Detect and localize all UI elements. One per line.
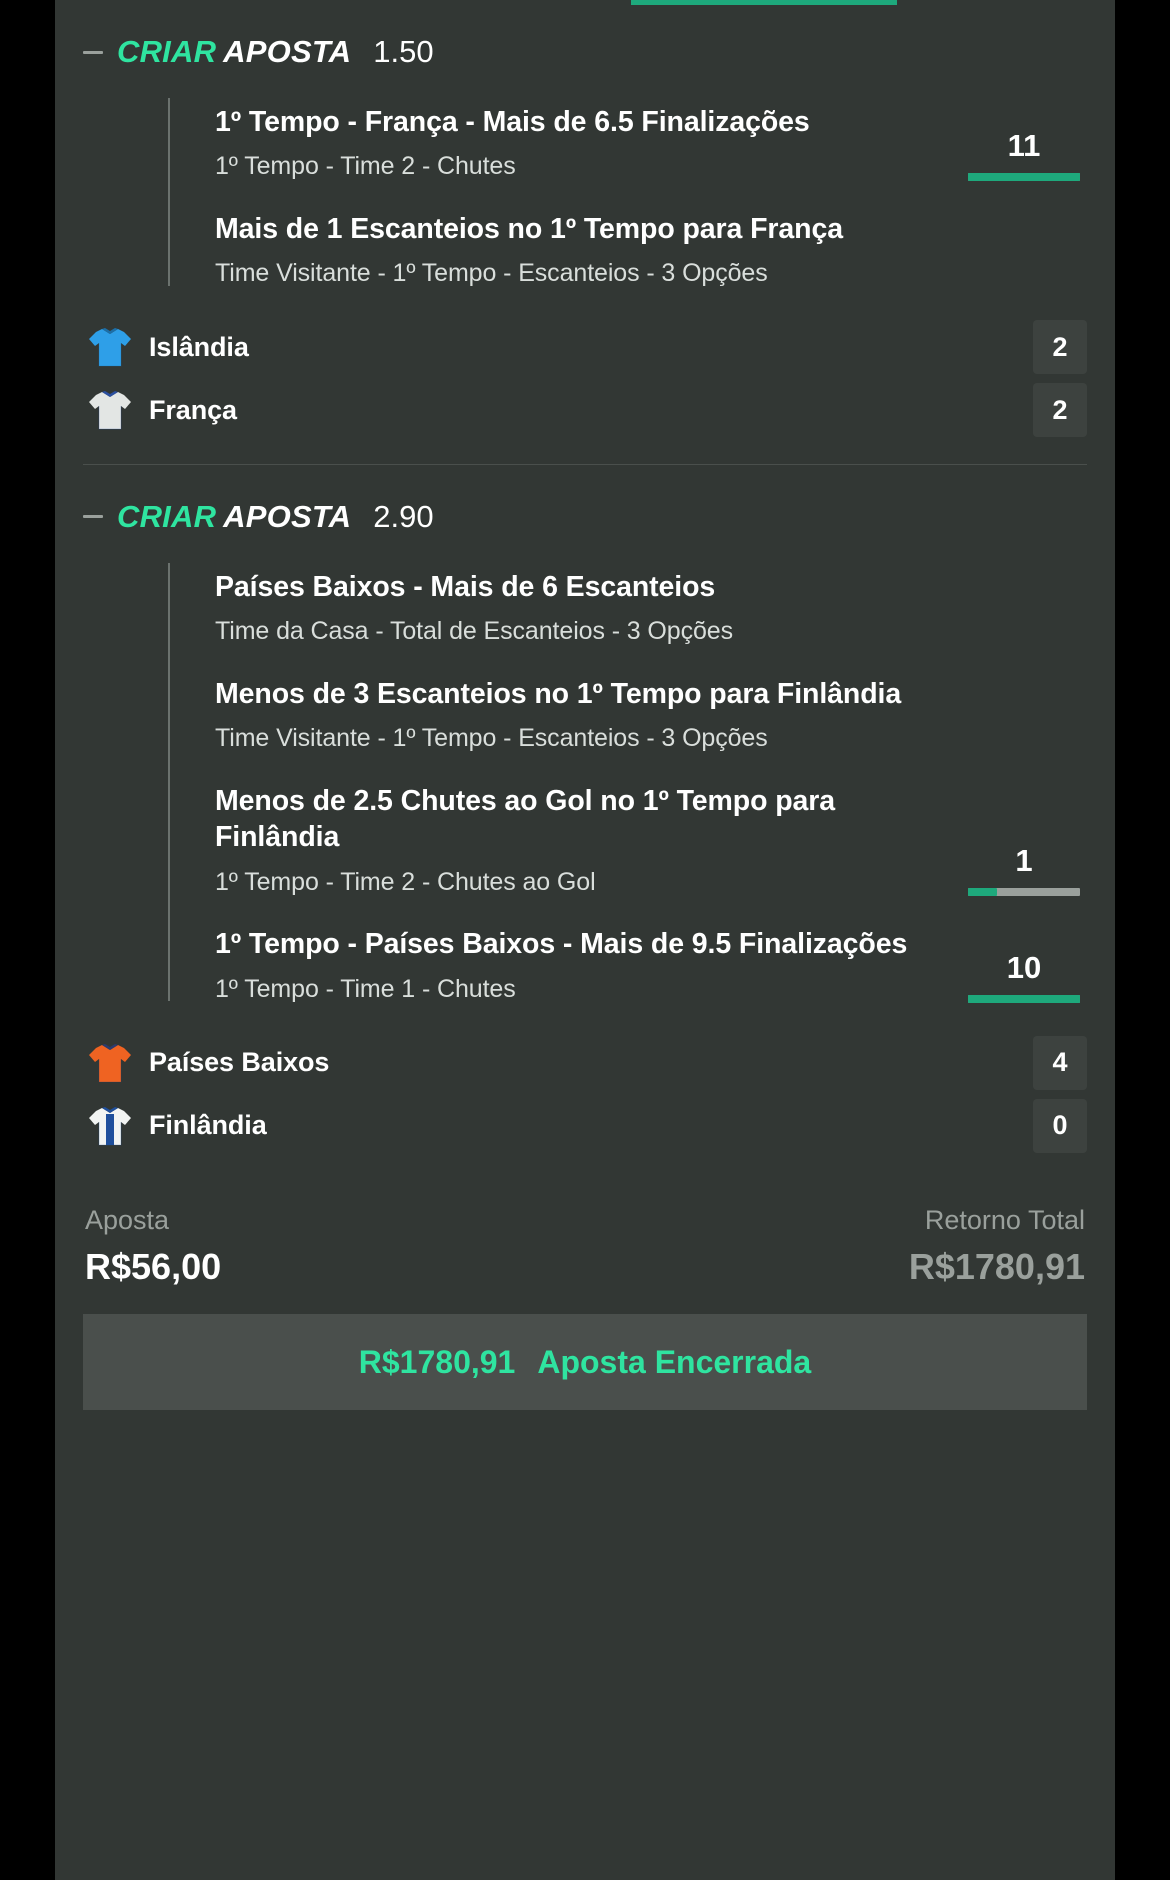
bet-builders-container: CRIAR APOSTA 1.50 1º Tempo - França - Mais … <box>55 0 1115 1179</box>
bet-slip-card: CRIAR APOSTA 1.50 1º Tempo - França - Mais … <box>55 0 1115 1880</box>
teams-list: Islândia 2 França 2 <box>55 310 1115 464</box>
stat-value: 1 <box>1015 843 1033 879</box>
footer-status-label: Aposta Encerrada <box>537 1343 812 1380</box>
jersey-icon <box>89 391 131 430</box>
team-score-badge: 4 <box>1033 1035 1087 1090</box>
stat-progress-fill <box>968 995 1080 1004</box>
bet-builder-header[interactable]: CRIAR APOSTA 2.90 <box>55 465 1115 545</box>
selection-text: Países Baixos - Mais de 6 Escanteios Time… <box>215 569 961 648</box>
builder-title: CRIAR APOSTA <box>117 499 351 535</box>
team-score-badge: 0 <box>1033 1098 1087 1153</box>
selection-market: 1º Tempo - Time 2 - Chutes <box>215 152 516 181</box>
selection-market: Time Visitante - 1º Tempo - Escanteios -… <box>215 259 768 288</box>
return-label: Retorno Total <box>924 1205 1085 1236</box>
bet-builder: CRIAR APOSTA 1.50 1º Tempo - França - Mais … <box>55 0 1115 464</box>
selection-rail <box>168 562 170 1002</box>
builder-title: CRIAR APOSTA <box>117 34 351 70</box>
selection-stat-empty <box>961 753 1087 755</box>
stat-progress-bar <box>968 888 1080 897</box>
team-score-badge: 2 <box>1033 383 1087 438</box>
stake-value: R$56,00 <box>85 1246 222 1288</box>
stat-value: 11 <box>1007 127 1041 163</box>
selection-title: Menos de 2.5 Chutes ao Gol no 1º Tempo p… <box>215 784 836 854</box>
footer-spacer <box>55 1410 1115 1450</box>
team-row: Islândia 2 <box>83 316 1087 379</box>
builder-title-secondary: APOSTA <box>223 498 352 534</box>
builder-odds: 2.90 <box>373 498 434 534</box>
selections-list: Países Baixos - Mais de 6 Escanteios Time… <box>55 545 1115 1025</box>
bet-builder: CRIAR APOSTA 2.90 Países Baixos - Mais de 6… <box>55 465 1115 1179</box>
top-strip-accent <box>631 0 897 5</box>
selection-item[interactable]: Menos de 3 Escanteios no 1º Tempo para F… <box>215 662 1087 769</box>
selection-item[interactable]: Países Baixos - Mais de 6 Escanteios Time… <box>215 555 1087 662</box>
team-score-badge: 2 <box>1033 320 1087 375</box>
team-name: Islândia <box>149 331 249 362</box>
stat-progress-bar <box>968 995 1080 1004</box>
selection-market: Time da Casa - Total de Escanteios - 3 O… <box>215 617 733 646</box>
footer-return-amount: R$1780,91 <box>358 1343 516 1380</box>
stat-progress-fill <box>968 172 1080 181</box>
builder-divider <box>83 463 1087 465</box>
bet-status-bar[interactable]: R$1780,91 Aposta Encerrada <box>83 1314 1087 1411</box>
selection-rail <box>168 98 170 286</box>
minus-icon[interactable] <box>83 50 117 54</box>
selection-text: 1º Tempo - Países Baixos - Mais de 9.5 F… <box>215 926 961 1005</box>
selection-text: 1º Tempo - França - Mais de 6.5 Finaliza… <box>215 104 961 183</box>
return-value: R$1780,91 <box>908 1246 1085 1288</box>
selection-item[interactable]: 1º Tempo - França - Mais de 6.5 Finaliza… <box>215 90 1087 197</box>
selection-text: Mais de 1 Escanteios no 1º Tempo para Fr… <box>215 211 961 290</box>
team-name: França <box>149 394 237 425</box>
stake-block: Aposta R$56,00 <box>85 1205 221 1288</box>
selection-title: Menos de 3 Escanteios no 1º Tempo para F… <box>215 677 902 710</box>
builder-title-primary: CRIAR <box>117 498 217 534</box>
selection-stat-empty <box>961 288 1087 290</box>
selection-stat: 1 <box>961 845 1087 898</box>
selection-title: Mais de 1 Escanteios no 1º Tempo para Fr… <box>215 212 843 245</box>
selection-text: Menos de 3 Escanteios no 1º Tempo para F… <box>215 676 961 755</box>
builder-title-secondary: APOSTA <box>223 34 352 69</box>
team-name: Finlândia <box>149 1110 267 1141</box>
totals-row: Aposta R$56,00 Retorno Total R$1780,91 <box>55 1179 1115 1314</box>
selection-stat-empty <box>961 646 1087 648</box>
stat-progress-fill <box>968 888 998 897</box>
selection-item[interactable]: Menos de 2.5 Chutes ao Gol no 1º Tempo p… <box>215 769 1087 912</box>
jersey-icon <box>89 328 131 367</box>
return-block: Retorno Total R$1780,91 <box>909 1205 1085 1288</box>
team-name: Países Baixos <box>149 1047 330 1078</box>
selection-title: Países Baixos - Mais de 6 Escanteios <box>215 570 716 603</box>
jersey-icon <box>89 1043 131 1083</box>
stat-progress-bar <box>968 172 1080 181</box>
selection-item[interactable]: 1º Tempo - Países Baixos - Mais de 9.5 F… <box>215 912 1087 1019</box>
builder-title-primary: CRIAR <box>117 34 217 69</box>
top-strip <box>55 0 1115 14</box>
teams-list: Países Baixos 4 Finlândia 0 <box>55 1025 1115 1179</box>
builder-odds: 1.50 <box>373 34 434 69</box>
selection-text: Menos de 2.5 Chutes ao Gol no 1º Tempo p… <box>215 783 961 898</box>
selection-market: 1º Tempo - Time 1 - Chutes <box>215 974 516 1003</box>
jersey-icon <box>89 1106 131 1146</box>
selection-stat: 11 <box>961 130 1087 183</box>
selection-market: Time Visitante - 1º Tempo - Escanteios -… <box>215 724 768 753</box>
selection-market: 1º Tempo - Time 2 - Chutes ao Gol <box>215 867 596 896</box>
stake-label: Aposta <box>85 1205 170 1236</box>
selection-item[interactable]: Mais de 1 Escanteios no 1º Tempo para Fr… <box>215 197 1087 304</box>
selection-title: 1º Tempo - Países Baixos - Mais de 9.5 F… <box>215 928 908 961</box>
selection-title: 1º Tempo - França - Mais de 6.5 Finaliza… <box>215 106 810 138</box>
minus-icon[interactable] <box>83 515 117 519</box>
selection-stat: 10 <box>961 952 1087 1005</box>
selections-list: 1º Tempo - França - Mais de 6.5 Finaliza… <box>55 80 1115 310</box>
stat-value: 10 <box>1006 950 1042 986</box>
bet-builder-header[interactable]: CRIAR APOSTA 1.50 <box>55 0 1115 80</box>
team-row: Países Baixos 4 <box>83 1031 1087 1094</box>
team-row: França 2 <box>83 379 1087 442</box>
team-row: Finlândia 0 <box>83 1094 1087 1157</box>
